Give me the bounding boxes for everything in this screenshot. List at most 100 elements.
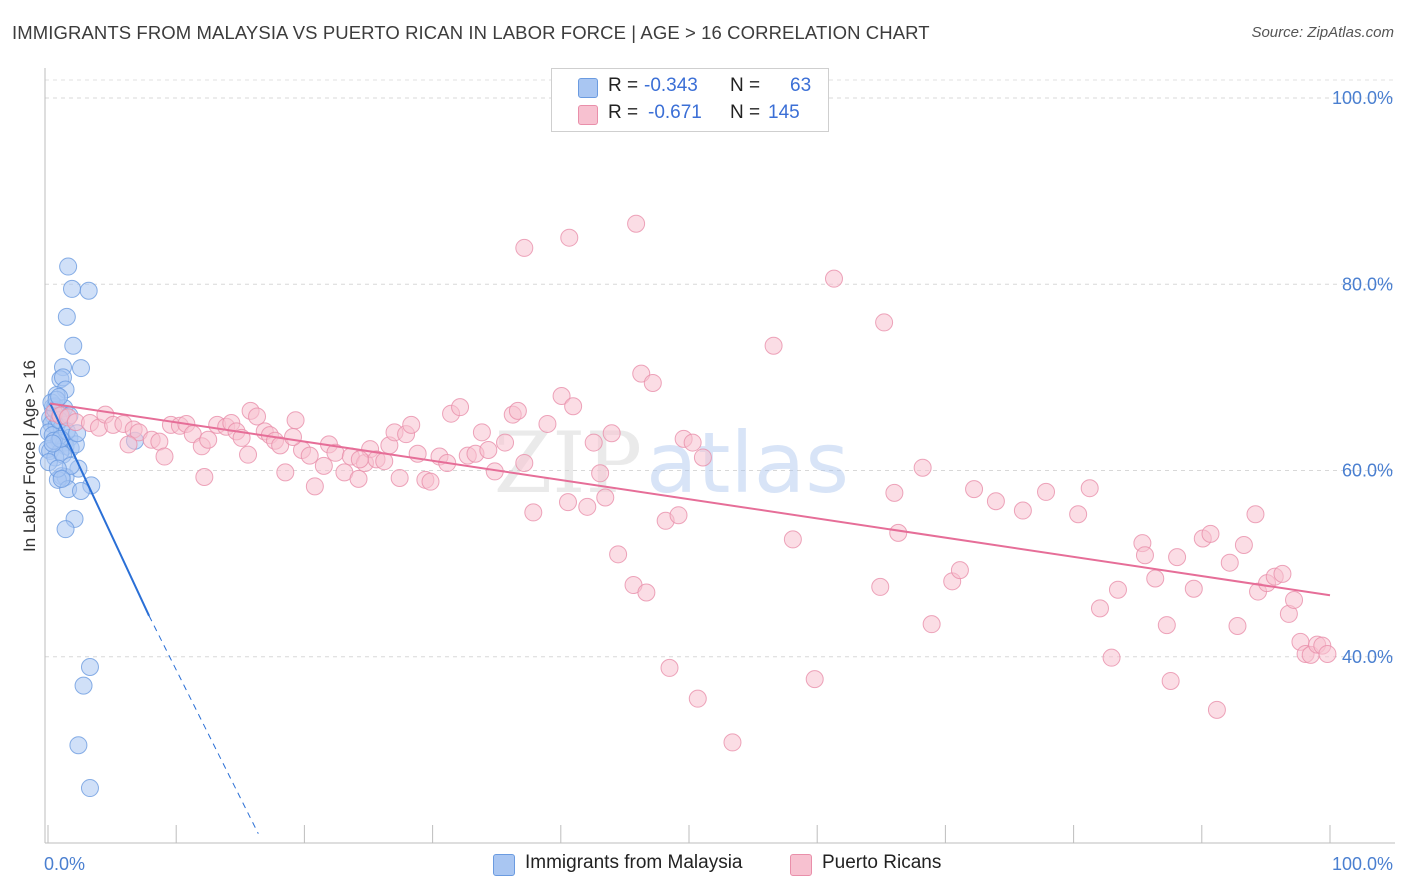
y-tick-label: 100.0% <box>1332 88 1393 108</box>
point-puerto-rican <box>683 433 702 452</box>
point-puerto-rican <box>1069 505 1088 524</box>
point-puerto-rican <box>643 373 662 392</box>
point-puerto-rican <box>349 469 368 488</box>
point-malaysia <box>74 676 93 695</box>
grid <box>45 79 1395 658</box>
point-puerto-rican <box>515 238 534 257</box>
point-puerto-rican <box>889 523 908 542</box>
trend-line-puerto-rican <box>49 402 1331 597</box>
trend-line-malaysia <box>49 403 150 617</box>
point-puerto-rican <box>584 433 603 452</box>
y-axis-title: In Labor Force | Age > 16 <box>20 360 39 552</box>
point-puerto-rican <box>913 458 932 477</box>
point-puerto-rican <box>1090 599 1109 618</box>
point-puerto-rican <box>1184 579 1203 598</box>
legend-n-label: N = <box>730 75 761 96</box>
point-puerto-rican <box>538 414 557 433</box>
point-puerto-rican <box>119 435 138 454</box>
point-puerto-rican <box>305 477 324 496</box>
chart-title: IMMIGRANTS FROM MALAYSIA VS PUERTO RICAN… <box>12 22 930 43</box>
point-malaysia <box>62 279 81 298</box>
point-puerto-rican <box>1318 644 1337 663</box>
point-puerto-rican <box>479 441 498 460</box>
y-tick-label: 60.0% <box>1342 461 1393 481</box>
point-puerto-rican <box>885 483 904 502</box>
point-malaysia <box>71 359 90 378</box>
point-puerto-rican <box>637 583 656 602</box>
point-puerto-rican <box>195 468 214 487</box>
point-malaysia <box>80 779 99 798</box>
x-tick-label: 0.0% <box>44 854 85 874</box>
point-puerto-rican <box>199 430 218 449</box>
point-puerto-rican <box>764 336 783 355</box>
point-puerto-rican <box>276 463 295 482</box>
point-puerto-rican <box>1080 479 1099 498</box>
legend-r-value: -0.343 <box>644 75 698 96</box>
point-puerto-rican <box>875 313 894 332</box>
point-puerto-rican <box>560 228 579 247</box>
legend-swatch-puerto-rican <box>578 105 598 125</box>
trend-line-malaysia-extrapolated <box>148 615 259 834</box>
bottom-legend-swatch-malaysia <box>493 854 515 876</box>
point-malaysia <box>79 281 98 300</box>
point-puerto-rican <box>965 480 984 499</box>
point-puerto-rican <box>515 454 534 473</box>
point-puerto-rican <box>314 456 333 475</box>
point-puerto-rican <box>1146 569 1165 588</box>
data-points <box>38 214 1337 798</box>
point-puerto-rican <box>421 472 440 491</box>
watermark-atlas: atlas <box>646 414 849 512</box>
point-puerto-rican <box>1013 501 1032 520</box>
point-puerto-rican <box>693 448 712 467</box>
y-tick-label: 80.0% <box>1342 274 1393 294</box>
point-puerto-rican <box>1037 482 1056 501</box>
point-puerto-rican <box>558 493 577 512</box>
point-puerto-rican <box>524 503 543 522</box>
point-puerto-rican <box>1157 616 1176 635</box>
point-puerto-rican <box>1207 700 1226 719</box>
point-malaysia <box>69 736 88 755</box>
trend-lines <box>49 402 1331 834</box>
legend-r-value: -0.671 <box>648 102 702 123</box>
source-label: Source: ZipAtlas.com <box>1251 24 1394 41</box>
point-puerto-rican <box>451 398 470 417</box>
point-puerto-rican <box>609 545 628 564</box>
point-puerto-rican <box>871 577 890 596</box>
point-puerto-rican <box>1161 671 1180 690</box>
point-malaysia <box>56 520 75 539</box>
point-puerto-rican <box>390 468 409 487</box>
point-puerto-rican <box>350 450 369 469</box>
point-puerto-rican <box>1228 617 1247 636</box>
point-malaysia <box>80 657 99 676</box>
point-puerto-rican <box>300 446 319 465</box>
point-malaysia <box>59 257 78 276</box>
legend-n-value: 63 <box>790 75 812 96</box>
tick-labels: 100.0% 80.0% 60.0% 40.0% 0.0% 100.0% <box>44 88 1393 874</box>
point-puerto-rican <box>602 424 621 443</box>
point-puerto-rican <box>1273 564 1292 583</box>
point-puerto-rican <box>1135 546 1154 565</box>
point-malaysia <box>71 481 90 500</box>
bottom-legend-label-puerto-rican: Puerto Ricans <box>822 852 942 873</box>
point-puerto-rican <box>824 269 843 288</box>
point-puerto-rican <box>271 436 290 455</box>
point-puerto-rican <box>1246 505 1265 524</box>
legend: R = -0.343 N = 63 R = -0.671 N = 145 <box>551 68 829 132</box>
point-puerto-rican <box>472 423 491 442</box>
point-puerto-rican <box>1234 536 1253 554</box>
point-puerto-rican <box>508 401 527 420</box>
point-puerto-rican <box>564 397 583 416</box>
point-puerto-rican <box>1168 548 1187 567</box>
point-puerto-rican <box>578 497 597 516</box>
point-malaysia <box>50 387 69 406</box>
point-puerto-rican <box>922 615 941 634</box>
point-puerto-rican <box>155 447 174 466</box>
point-puerto-rican <box>286 411 305 430</box>
y-tick-label: 40.0% <box>1342 647 1393 667</box>
point-puerto-rican <box>669 506 688 525</box>
point-puerto-rican <box>723 733 742 752</box>
point-puerto-rican <box>248 407 267 426</box>
point-puerto-rican <box>1220 553 1239 572</box>
point-malaysia <box>57 307 76 326</box>
bottom-legend-swatch-puerto-rican <box>790 854 812 876</box>
